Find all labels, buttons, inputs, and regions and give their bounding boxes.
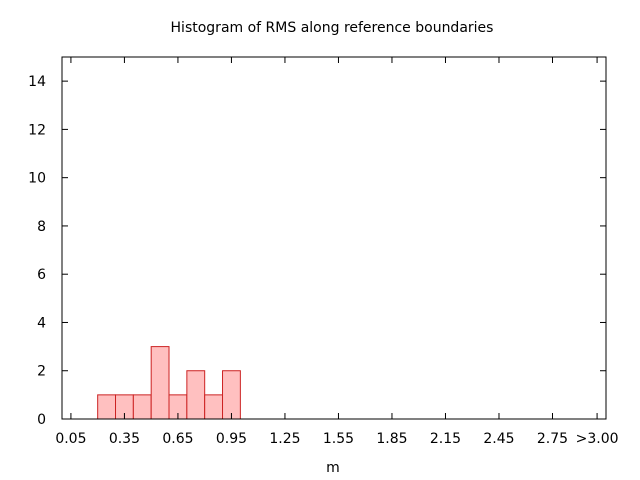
y-tick-label: 0 <box>37 412 46 428</box>
bars-group <box>97 346 241 420</box>
histogram-bar <box>132 394 152 420</box>
ticks-group: 0 2 4 6 8 10 12 14 0.05 0.35 0.65 0.95 1.25 1.55 1.85 2… <box>28 57 619 447</box>
histogram-bar <box>222 370 241 420</box>
x-tick-label: 0.95 <box>216 431 247 447</box>
x-tick-label: 0.35 <box>109 431 140 447</box>
histogram-bar <box>150 346 170 420</box>
x-tick-label: 2.15 <box>430 431 461 447</box>
x-tick-label: 1.25 <box>269 431 300 447</box>
y-tick-label: 4 <box>37 315 46 331</box>
x-tick-label: 0.65 <box>162 431 193 447</box>
chart-title: Histogram of RMS along reference boundar… <box>171 20 494 36</box>
histogram-bar <box>204 394 224 420</box>
x-axis-label: m <box>326 460 340 476</box>
histogram-bar <box>97 394 117 420</box>
x-tick-label: 2.45 <box>483 431 514 447</box>
x-tick-label: 2.75 <box>537 431 568 447</box>
y-tick-label: 2 <box>37 364 46 380</box>
y-tick-label: 12 <box>28 122 46 138</box>
y-tick-label: 8 <box>37 219 46 235</box>
y-tick-label: 6 <box>37 267 46 283</box>
x-tick-label: >3.00 <box>576 431 619 447</box>
y-tick-label: 14 <box>28 74 46 90</box>
x-tick-label: 0.05 <box>55 431 86 447</box>
x-tick-label: 1.85 <box>376 431 407 447</box>
histogram-bar <box>186 370 206 420</box>
x-tick-label: 1.55 <box>323 431 354 447</box>
plot-frame <box>61 56 607 420</box>
y-tick-label: 10 <box>28 171 46 187</box>
